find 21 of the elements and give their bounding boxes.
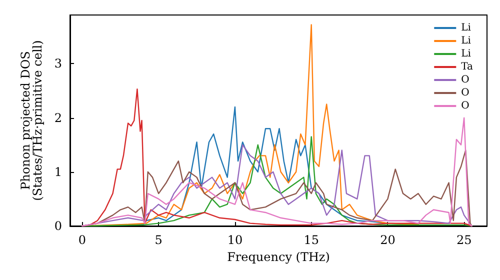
y-tick-label: 1 <box>54 164 62 179</box>
line-series <box>82 117 472 227</box>
y-axis-title: Phonon projected DOS (States/THz·primitive cell) <box>18 40 44 201</box>
x-tick-label: 5 <box>154 233 162 247</box>
x-tick-label: 25 <box>456 233 472 247</box>
x-tick-label: 0 <box>78 233 86 247</box>
y-tick-label: 2 <box>54 110 62 125</box>
legend-label: Ta <box>461 62 474 72</box>
legend-label: O <box>461 74 470 86</box>
x-tick-label: 10 <box>227 233 243 247</box>
x-tick-label: 20 <box>380 233 396 247</box>
legend-label: O <box>461 88 470 98</box>
legend-label: O <box>461 100 470 112</box>
x-axis-title: Frequency (THz) <box>227 250 330 264</box>
y-tick-label: 3 <box>54 56 62 71</box>
legend-label: Li <box>461 22 471 34</box>
line-series <box>82 88 472 227</box>
y-tick-label: 0 <box>54 219 62 233</box>
legend-label: Li <box>461 48 471 60</box>
x-tick-label: 15 <box>304 233 319 247</box>
legend-label: Li <box>461 36 471 46</box>
